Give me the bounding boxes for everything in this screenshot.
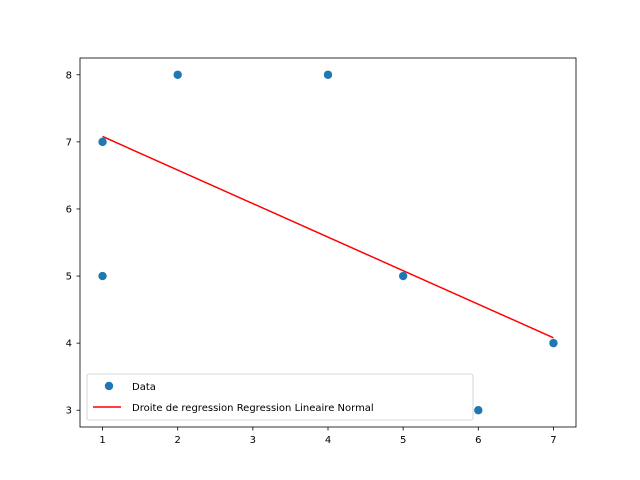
data-point [98, 271, 107, 281]
data-point [398, 271, 408, 281]
x-tick-label: 6 [475, 435, 481, 446]
x-tick-label: 4 [325, 435, 331, 446]
data-point [98, 137, 107, 147]
legend-label: Data [132, 382, 156, 393]
regression-line [102, 135, 554, 339]
legend: Data Droite de regression Regression Line… [86, 373, 474, 421]
x-tick-label: 3 [250, 435, 256, 446]
plot-area [98, 70, 558, 415]
y-tick-label: 5 [66, 272, 72, 283]
legend-label: Droite de regression Regression Lineaire… [132, 403, 374, 414]
data-point [323, 70, 333, 79]
legend-box [86, 373, 474, 421]
axes: 1 2 3 4 5 6 7 3 4 5 6 7 8 [66, 57, 577, 446]
y-tick-label: 8 [66, 70, 72, 81]
y-tick-label: 4 [66, 339, 72, 350]
data-point [173, 70, 182, 79]
x-tick-label: 2 [175, 435, 181, 446]
data-point [549, 338, 558, 348]
y-tick-label: 6 [66, 204, 72, 215]
y-tick-label: 7 [66, 137, 72, 148]
x-tick-label: 5 [400, 435, 406, 446]
x-tick-label: 7 [550, 435, 556, 446]
plot-frame [79, 57, 577, 428]
x-tick-label: 1 [99, 435, 105, 446]
legend-marker-data [104, 381, 114, 391]
y-tick-label: 3 [66, 406, 72, 417]
data-point [474, 406, 483, 415]
